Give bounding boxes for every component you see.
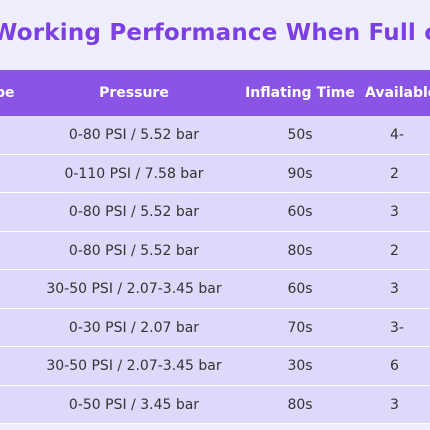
cell-available: 2	[390, 165, 399, 182]
cell-inflating-time: 50s	[287, 127, 313, 143]
table-row: 30-50 PSI / 2.07-3.45 bar 30s 6	[0, 347, 430, 386]
cell-pressure: 30-50 PSI / 2.07-3.45 bar	[46, 281, 222, 297]
table-header: Type Pressure Inflating Time Available	[0, 70, 430, 116]
table-row: 0-50 PSI / 3.45 bar 80s 3	[0, 385, 430, 424]
cell-type	[0, 347, 14, 385]
cell-pressure: 30-50 PSI / 2.07-3.45 bar	[46, 358, 222, 374]
cell-available: 6	[390, 358, 399, 374]
table-row: 30-50 PSI / 2.07-3.45 bar 60s 3	[0, 270, 430, 309]
cell-pressure: 0-50 PSI / 3.45 bar	[68, 396, 200, 413]
header-inflating-time: Inflating Time	[245, 85, 355, 101]
cell-type	[0, 270, 14, 308]
cell-inflating-time: 80s	[287, 396, 313, 413]
cell-available: 3-	[390, 319, 404, 336]
cell-inflating-time: 30s	[287, 358, 313, 374]
cell-available: 3	[390, 396, 399, 413]
header-type: Type	[0, 85, 15, 101]
cell-type	[0, 193, 14, 231]
cell-type	[0, 116, 14, 154]
cell-pressure: 0-80 PSI / 5.52 bar	[68, 242, 200, 259]
cell-type	[0, 155, 14, 193]
cell-pressure: 0-30 PSI / 2.07 bar	[68, 319, 200, 336]
table-body: 0-80 PSI / 5.52 bar 50s 4- 0-110 PSI / 7.58…	[0, 116, 430, 424]
cell-type	[0, 309, 14, 347]
table-row: 0-80 PSI / 5.52 bar 50s 4-	[0, 116, 430, 155]
cell-available: 3	[390, 204, 399, 220]
table-row: 0-110 PSI / 7.58 bar 90s 2	[0, 154, 430, 193]
cell-available: 3	[390, 281, 399, 297]
cell-pressure: 0-80 PSI / 5.52 bar	[68, 204, 200, 220]
table-row: 0-80 PSI / 5.52 bar 80s 2	[0, 231, 430, 270]
cell-available: 2	[390, 242, 399, 259]
cell-type	[0, 386, 14, 424]
cell-available: 4-	[390, 127, 404, 143]
cell-inflating-time: 80s	[287, 242, 313, 259]
cell-pressure: 0-80 PSI / 5.52 bar	[68, 127, 200, 143]
header-pressure: Pressure	[99, 85, 169, 101]
cell-pressure: 0-110 PSI / 7.58 bar	[64, 165, 204, 182]
table-row: 0-80 PSI / 5.52 bar 60s 3	[0, 193, 430, 232]
cell-inflating-time: 90s	[287, 165, 313, 182]
cell-inflating-time: 60s	[287, 204, 313, 220]
cell-inflating-time: 60s	[287, 281, 313, 297]
cell-type	[0, 232, 14, 270]
cell-inflating-time: 70s	[287, 319, 313, 336]
page-title: Working Performance When Full charged	[0, 20, 430, 46]
table-row: 0-30 PSI / 2.07 bar 70s 3-	[0, 308, 430, 347]
header-available: Available	[365, 85, 430, 101]
